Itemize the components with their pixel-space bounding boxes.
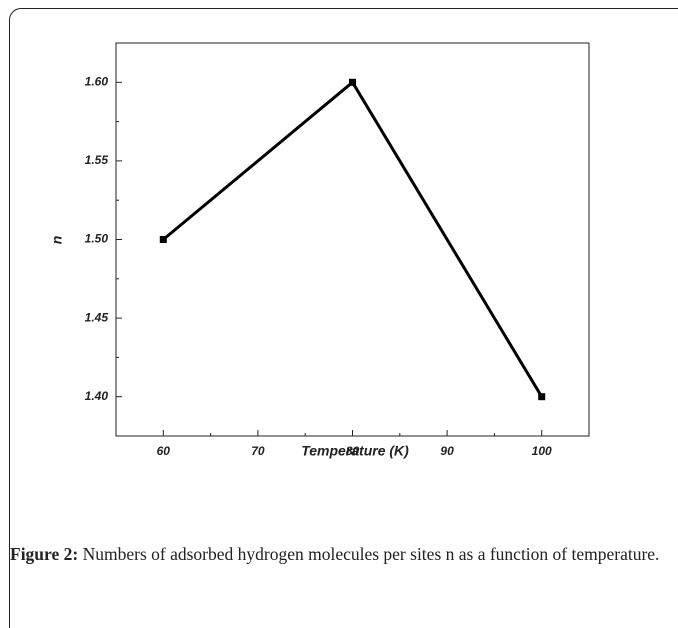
figure-frame xyxy=(9,8,678,628)
caption-text: Numbers of adsorbed hydrogen molecules p… xyxy=(82,544,660,564)
y-axis-label: n xyxy=(49,236,65,245)
data-point xyxy=(349,78,356,86)
data-line xyxy=(162,80,543,398)
y-tick-label: 1.60 xyxy=(85,74,109,88)
caption-label: Figure 2: xyxy=(10,544,79,564)
x-tick-label: 60 xyxy=(157,444,171,458)
y-tick-label: 1.40 xyxy=(85,389,109,403)
x-axis-label: Temperature (K) xyxy=(301,443,409,459)
data-point xyxy=(538,393,546,401)
plot-frame xyxy=(115,42,590,437)
x-tick-label: 100 xyxy=(532,444,552,458)
y-tick-label: 1.45 xyxy=(85,310,109,324)
x-tick-label: 80 xyxy=(346,444,360,458)
data-point xyxy=(159,236,167,243)
page: {"chart_data": {"type": "line", "x_label… xyxy=(9,8,678,628)
x-tick-label: 70 xyxy=(251,444,265,458)
y-tick-label: 1.55 xyxy=(85,153,109,167)
y-tick-label: 1.50 xyxy=(85,232,109,246)
chart: Temperature (K) n 60 70 80 90 100 1.40 1.45 1.5… xyxy=(49,42,590,459)
caption: Figure 2: Numbers of adsorbed hydrogen m… xyxy=(10,544,674,564)
x-tick-label: 90 xyxy=(440,444,454,458)
